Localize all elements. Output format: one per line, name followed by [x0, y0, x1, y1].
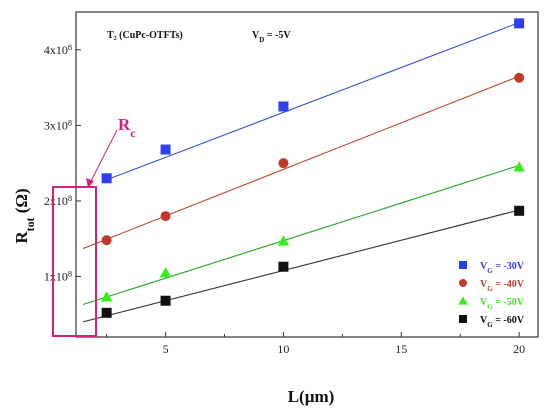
legend: VG = -30V VG = -40V VG = -50V VG = -60V: [458, 261, 525, 329]
legend-entry: VG = -60V: [480, 315, 525, 329]
data-point-triangle: [159, 267, 172, 278]
legend-entry: VG = -40V: [480, 279, 525, 293]
x-tick-label: 15: [395, 342, 407, 356]
data-point-circle: [101, 235, 112, 246]
data-point-circle: [514, 72, 525, 83]
data-point-triangle: [458, 296, 468, 305]
y-axis-title: Rtot (Ω): [12, 188, 37, 243]
rc-arrow: [89, 129, 118, 184]
y-tick-label: 4x108: [44, 42, 72, 57]
rc-highlight-box: [52, 186, 97, 337]
x-tick-label: 10: [277, 342, 289, 356]
data-point-triangle: [513, 161, 525, 172]
data-point-square: [459, 315, 467, 323]
data-point-square: [514, 205, 525, 216]
data-point-square: [278, 101, 289, 112]
rc-annotation: Rc: [118, 115, 136, 140]
y-tick-label: 1x108: [44, 269, 72, 284]
data-point-square: [160, 295, 171, 306]
y-tick-label: 3x108: [44, 118, 72, 133]
header-device-label: T₂ (CuPc-OTFTs): [107, 30, 183, 41]
x-tick-label: 20: [513, 342, 525, 356]
x-axis-title: L(µm): [288, 387, 335, 406]
data-point-square: [160, 144, 171, 155]
fit-line: [106, 22, 520, 181]
header-bias-label: VD = -5V: [252, 30, 291, 44]
fit-line: [82, 164, 520, 306]
data-point-circle: [160, 211, 171, 222]
y-axis-ticks: 1x108 2x108 3x108 4x108: [44, 42, 81, 284]
data-point-circle: [459, 279, 467, 287]
data-point-square: [459, 261, 467, 269]
data-markers: [100, 18, 525, 318]
fit-line: [82, 209, 520, 323]
data-point-square: [101, 307, 112, 318]
fit-lines: [82, 22, 520, 323]
data-point-square: [514, 18, 525, 29]
rc-arrow-head: [86, 178, 94, 188]
y-tick-label: 2x108: [44, 193, 72, 208]
legend-entry: VG = -30V: [480, 261, 525, 275]
data-point-triangle: [100, 291, 113, 302]
plot-frame: [75, 11, 539, 338]
legend-entry: VG = -50V: [480, 297, 525, 311]
x-tick-label: 5: [163, 342, 169, 356]
x-axis-ticks: 5 10 15 20: [106, 332, 525, 356]
data-point-square: [101, 173, 112, 184]
data-point-triangle: [277, 235, 290, 246]
fit-line: [82, 75, 520, 250]
data-point-circle: [278, 158, 289, 169]
data-point-square: [278, 261, 289, 272]
